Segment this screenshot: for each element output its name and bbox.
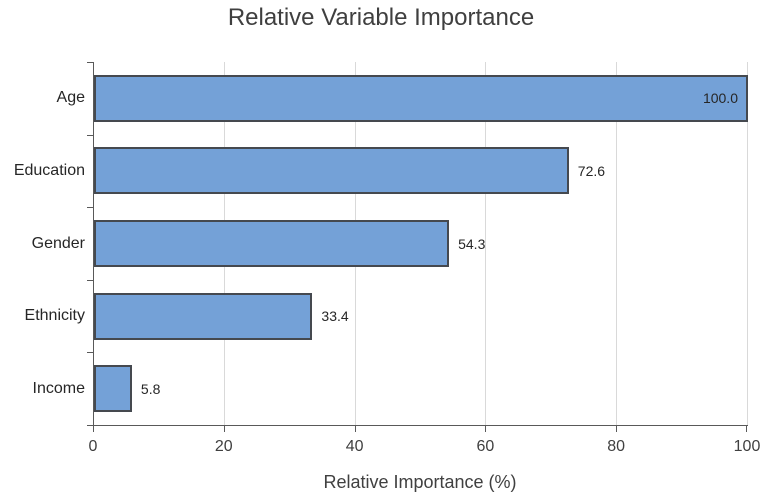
y-axis-tick: [87, 279, 93, 281]
bar-value-label-income: 5.8: [140, 380, 161, 397]
x-tick-label-100: 100: [733, 438, 761, 455]
bar-ethnicity: [94, 292, 313, 340]
gridline-x-80: [616, 62, 618, 425]
x-axis-tick-20: [223, 426, 225, 432]
category-label-education: Education: [13, 161, 85, 179]
bar-education: [94, 147, 569, 195]
y-axis-tick: [87, 352, 93, 354]
y-axis-tick: [87, 207, 93, 209]
y-axis-tick: [87, 134, 93, 136]
chart-title: Relative Variable Importance: [227, 4, 535, 31]
bar-age: [94, 74, 748, 122]
x-axis-tick-80: [616, 426, 618, 432]
x-tick-label-40: 40: [345, 438, 364, 455]
bar-value-label-age: 100.0: [702, 90, 738, 107]
y-axis-tick: [87, 425, 93, 426]
bar-income: [94, 365, 132, 413]
plot-area: 100.0 72.6 54.3 33.4 5.8: [93, 62, 748, 426]
x-axis-tick-100: [746, 426, 747, 432]
x-tick-label-20: 20: [214, 438, 233, 455]
x-tick-label-80: 80: [607, 438, 626, 455]
bar-gender: [94, 220, 450, 267]
x-axis-tick-60: [485, 426, 487, 432]
bar-value-label-ethnicity: 33.4: [321, 308, 349, 325]
category-label-ethnicity: Ethnicity: [24, 307, 85, 325]
x-tick-label-60: 60: [476, 438, 495, 455]
gridline-x-100: [747, 62, 748, 425]
bar-value-label-education: 72.6: [577, 162, 606, 179]
category-label-income: Income: [32, 379, 85, 397]
x-axis-tick-0: [93, 426, 94, 432]
category-label-gender: Gender: [31, 234, 85, 252]
x-axis-tick-40: [354, 426, 356, 432]
gridline-x-60: [485, 62, 487, 425]
category-label-age: Age: [56, 89, 85, 107]
x-tick-label-0: 0: [88, 438, 98, 455]
bar-value-label-gender: 54.3: [458, 235, 486, 252]
x-axis-title: Relative Importance (%): [323, 472, 517, 492]
y-axis-tick: [87, 62, 93, 63]
